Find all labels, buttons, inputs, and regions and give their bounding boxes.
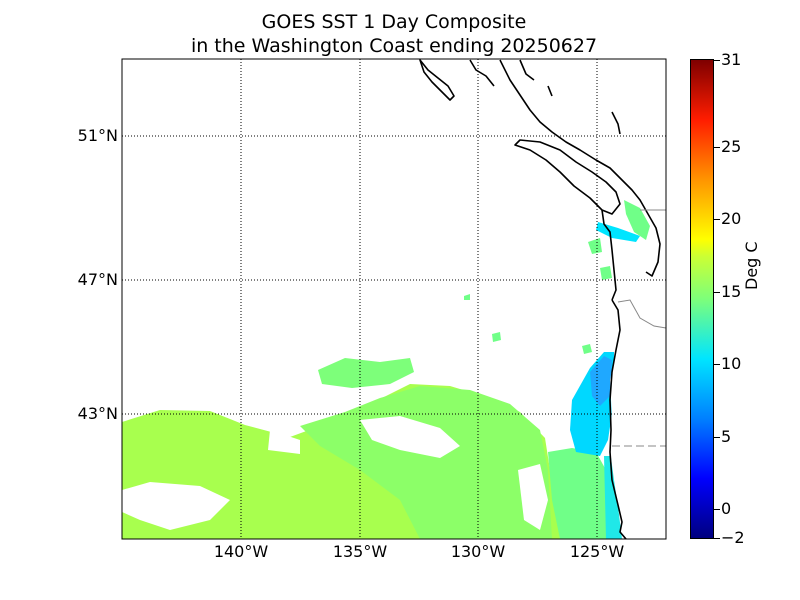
coastline-haida-gwaii: [419, 59, 455, 101]
colorbar-tick: [714, 538, 720, 539]
political-borders: [612, 209, 667, 447]
sst-data-layer: [122, 200, 650, 539]
sst-coast-patch-1: [588, 238, 602, 254]
colorbar-label-20: 20: [721, 209, 742, 228]
wa-or-border: [617, 299, 667, 329]
sst-speck-1: [464, 294, 470, 300]
land-mask: [610, 300, 666, 539]
sst-speck-2: [582, 344, 592, 354]
sst-north-patch: [318, 358, 414, 388]
coastline: [419, 59, 661, 540]
sst-coast-patch-2: [600, 266, 612, 280]
lon-label-140w: 140°W: [213, 542, 269, 561]
coastline-inner-islands: [469, 59, 621, 135]
colorbar-label-25: 25: [721, 137, 742, 156]
lat-label-51n: 51°N: [77, 126, 118, 145]
colorbar-tick: [714, 509, 720, 510]
coastline-washington: [601, 209, 617, 301]
colorbar-label-31: 31: [721, 50, 742, 69]
coastline-oregon-california: [609, 299, 627, 540]
lon-label-130w: 130°W: [450, 542, 506, 561]
colorbar-tick: [714, 60, 720, 61]
sst-puget-patch: [624, 200, 650, 240]
map-title: GOES SST 1 Day Composite: [261, 11, 527, 33]
sst-cloud-gap-mid: [360, 416, 460, 458]
colorbar-tick: [714, 219, 720, 220]
colorbar-label-5: 5: [721, 427, 732, 446]
colorbar-tick: [714, 364, 720, 365]
sst-upwelling-blue: [590, 356, 612, 406]
lon-label-125w: 125°W: [569, 542, 625, 561]
lat-label-47n: 47°N: [77, 270, 118, 289]
sst-coastal-strip: [604, 456, 622, 539]
sst-coastal-green: [548, 448, 606, 539]
map-frame: [121, 58, 667, 540]
lat-label-43n: 43°N: [77, 404, 118, 423]
colorbar: [690, 59, 714, 539]
colorbar-tick: [714, 147, 720, 148]
sst-cloud-gap-coast: [518, 464, 548, 530]
colorbar-label-15: 15: [721, 282, 742, 301]
coastline-vancouver-island: [514, 139, 621, 215]
colorbar-tick: [714, 437, 720, 438]
sst-small-patch: [492, 332, 501, 342]
colorbar-unit-label: Deg C: [742, 241, 761, 290]
colorbar-label-0: 0: [721, 499, 732, 518]
sst-cloud-gap-south: [268, 430, 300, 454]
map-subtitle: in the Washington Coast ending 20250627: [190, 35, 598, 57]
sst-cloud-gap-west: [122, 482, 230, 530]
colorbar-label-minus2: −2: [721, 528, 745, 547]
lon-label-135w: 135°W: [332, 542, 388, 561]
graticule: [122, 59, 666, 539]
colorbar-label-10: 10: [721, 354, 742, 373]
colorbar-tick: [714, 292, 720, 293]
coastline-bc-mainland: [499, 59, 661, 277]
